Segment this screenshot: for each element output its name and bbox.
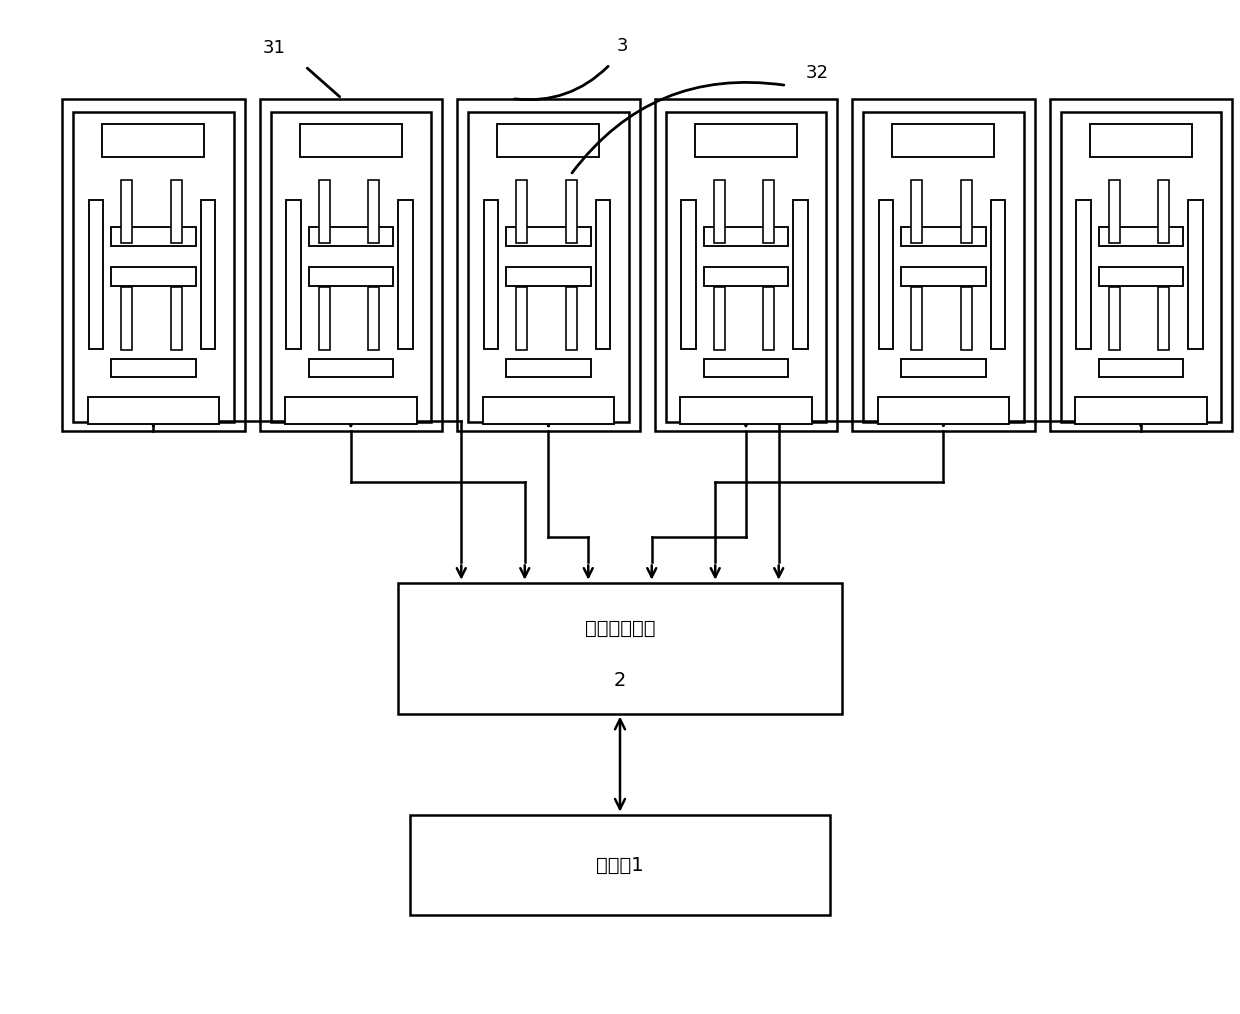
- Bar: [991, 200, 1006, 349]
- Bar: [319, 287, 330, 350]
- Bar: [1158, 180, 1169, 243]
- Bar: [516, 180, 527, 243]
- Bar: [171, 287, 182, 350]
- Bar: [961, 180, 972, 243]
- Bar: [714, 287, 725, 350]
- Bar: [398, 583, 842, 714]
- Bar: [309, 359, 393, 377]
- Text: 控制器1: 控制器1: [596, 856, 644, 874]
- Bar: [595, 200, 610, 349]
- Bar: [703, 227, 789, 245]
- Bar: [368, 287, 379, 350]
- Bar: [506, 227, 590, 245]
- Bar: [1099, 268, 1183, 286]
- Bar: [285, 397, 417, 424]
- Bar: [319, 180, 330, 243]
- Bar: [469, 113, 629, 422]
- Bar: [681, 397, 812, 424]
- Text: 2: 2: [614, 671, 626, 691]
- Bar: [259, 98, 443, 431]
- Bar: [270, 113, 432, 422]
- Bar: [1158, 287, 1169, 350]
- Bar: [764, 287, 774, 350]
- Bar: [506, 359, 590, 377]
- Bar: [103, 125, 205, 157]
- Bar: [516, 287, 527, 350]
- Text: 电容感应芯片: 电容感应芯片: [585, 619, 655, 638]
- Bar: [88, 200, 103, 349]
- Bar: [878, 397, 1009, 424]
- Bar: [1049, 98, 1233, 431]
- Bar: [703, 268, 789, 286]
- Bar: [901, 359, 986, 377]
- Bar: [122, 287, 133, 350]
- Bar: [1090, 125, 1192, 157]
- Bar: [901, 227, 986, 245]
- Bar: [286, 200, 300, 349]
- Bar: [703, 359, 789, 377]
- Bar: [122, 180, 133, 243]
- Text: 3: 3: [616, 38, 629, 55]
- Text: 31: 31: [263, 40, 285, 57]
- Bar: [300, 125, 402, 157]
- Bar: [1188, 200, 1203, 349]
- Bar: [112, 359, 196, 377]
- Bar: [764, 180, 774, 243]
- Bar: [171, 180, 182, 243]
- Bar: [911, 287, 923, 350]
- Bar: [901, 268, 986, 286]
- Bar: [565, 180, 577, 243]
- Bar: [863, 113, 1024, 422]
- Bar: [911, 180, 923, 243]
- Bar: [368, 180, 379, 243]
- Bar: [112, 227, 196, 245]
- Bar: [62, 98, 244, 431]
- Bar: [497, 125, 599, 157]
- Bar: [112, 268, 196, 286]
- Bar: [201, 200, 216, 349]
- Bar: [794, 200, 807, 349]
- Bar: [309, 227, 393, 245]
- Bar: [1076, 200, 1091, 349]
- Bar: [879, 200, 893, 349]
- Bar: [893, 125, 994, 157]
- Bar: [482, 397, 614, 424]
- Bar: [1109, 180, 1120, 243]
- Bar: [1109, 287, 1120, 350]
- Bar: [565, 287, 577, 350]
- Bar: [410, 814, 830, 916]
- Bar: [714, 180, 725, 243]
- Bar: [666, 113, 826, 422]
- Bar: [1099, 227, 1183, 245]
- Bar: [506, 268, 590, 286]
- Bar: [458, 98, 640, 431]
- Bar: [73, 113, 233, 422]
- Bar: [309, 268, 393, 286]
- Bar: [1099, 359, 1183, 377]
- Bar: [694, 125, 797, 157]
- Bar: [852, 98, 1034, 431]
- Bar: [88, 397, 219, 424]
- Bar: [961, 287, 972, 350]
- Bar: [655, 98, 837, 431]
- Bar: [1075, 397, 1207, 424]
- Bar: [484, 200, 498, 349]
- Text: 32: 32: [806, 64, 830, 82]
- Bar: [681, 200, 696, 349]
- Bar: [1060, 113, 1221, 422]
- Bar: [398, 200, 413, 349]
